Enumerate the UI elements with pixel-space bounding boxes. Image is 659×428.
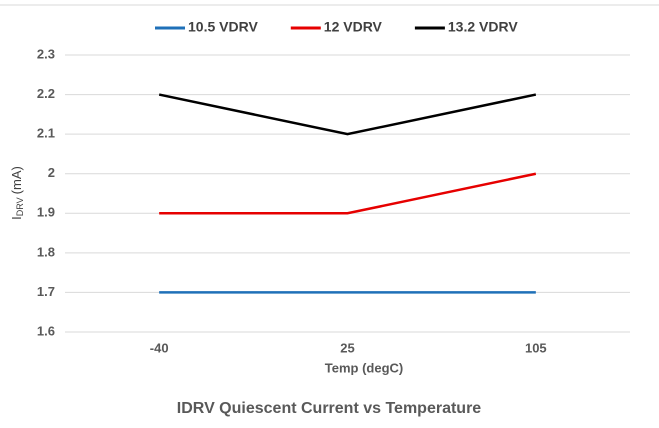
legend-label: 12 VDRV (324, 19, 383, 35)
y-label-sub: DRV (15, 197, 25, 216)
series-line (159, 172, 537, 215)
x-tick-label: -40 (150, 340, 169, 355)
series-line (158, 93, 537, 136)
y-label-main: I (9, 216, 24, 220)
y-tick-label: 1.8 (37, 244, 55, 259)
y-tick-label: 2.1 (37, 126, 55, 141)
y-axis-label: IDRV (mA) (9, 166, 25, 220)
x-tick-label: 105 (525, 340, 547, 355)
legend-label: 13.2 VDRV (448, 19, 518, 35)
legend-label: 10.5 VDRV (188, 19, 258, 35)
y-label-unit: (mA) (9, 166, 24, 194)
y-tick-label: 2.3 (37, 46, 55, 61)
y-tick-label: 1.6 (37, 323, 55, 338)
y-tick-label: 1.7 (37, 284, 55, 299)
x-axis-label: Temp (degC) (325, 360, 403, 375)
y-tick-label: 2 (48, 165, 55, 180)
x-tick-label: 25 (340, 340, 354, 355)
y-tick-label: 2.2 (37, 86, 55, 101)
chart-title: IDRV Quiescent Current vs Temperature (177, 400, 481, 417)
y-tick-label: 1.9 (37, 205, 55, 220)
